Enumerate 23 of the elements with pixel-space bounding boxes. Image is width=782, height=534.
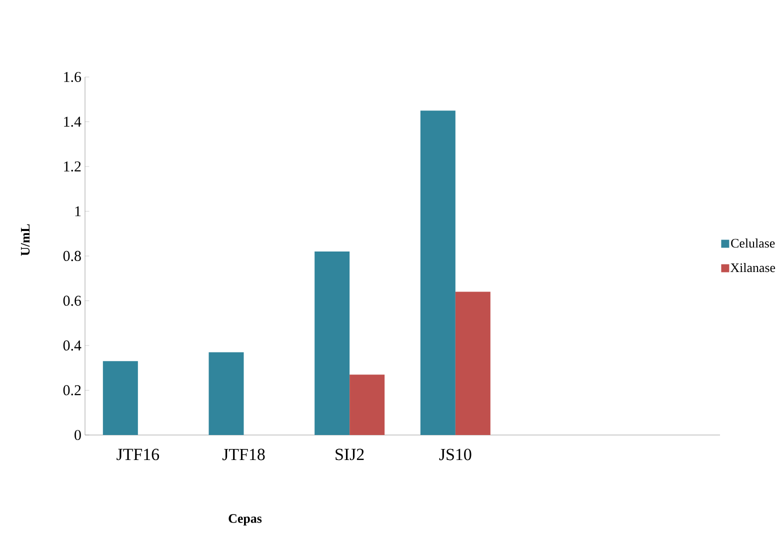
bar: [455, 292, 490, 435]
y-tick-label: 0.4: [63, 340, 82, 351]
x-tick-label: SIJ2: [336, 448, 364, 460]
x-tick-label: JTF16: [116, 448, 160, 460]
y-tick-label: 0.2: [63, 385, 81, 396]
legend-label: Xilanase: [730, 263, 776, 272]
y-tick-label: 0.6: [63, 296, 82, 306]
bar: [102, 361, 138, 435]
y-axis-title: U/mL: [20, 224, 30, 256]
bar: [420, 110, 456, 435]
x-tick-label: JS10: [439, 448, 472, 460]
legend-label: Celulase: [731, 238, 775, 248]
y-tick-label: 0.8: [63, 250, 81, 262]
x-axis-title: Cepas: [228, 514, 262, 526]
y-tick-label: 0: [74, 430, 81, 440]
y-tick-label: 1.2: [64, 161, 81, 172]
y-tick-label: 1.6: [64, 72, 82, 82]
x-tick-label: JTF18: [222, 448, 265, 460]
y-tick-label: 1.4: [64, 116, 82, 127]
bar: [314, 252, 350, 435]
bar: [350, 374, 385, 435]
y-tick-label: 1: [75, 206, 81, 216]
bar: [208, 352, 244, 435]
